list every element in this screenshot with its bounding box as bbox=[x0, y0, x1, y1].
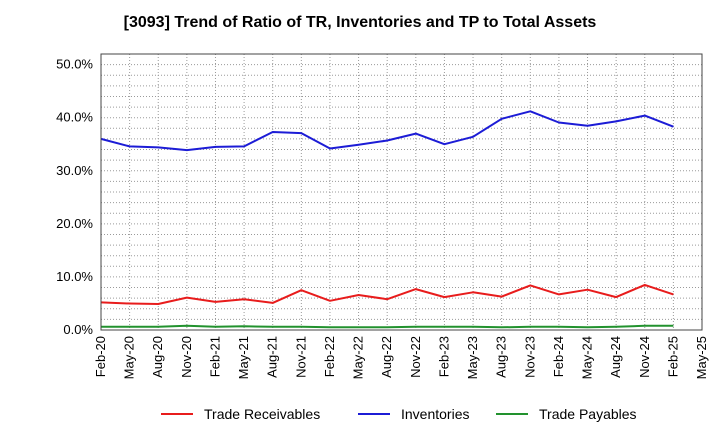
legend-label: Trade Receivables bbox=[204, 406, 320, 422]
x-tick-label: May-20 bbox=[122, 336, 137, 379]
x-tick-label: Feb-23 bbox=[436, 336, 451, 377]
x-tick-label: May-25 bbox=[694, 336, 709, 379]
x-tick-label: Feb-25 bbox=[665, 336, 680, 377]
x-tick-label: May-23 bbox=[465, 336, 480, 379]
y-tick-label: 0.0% bbox=[63, 322, 93, 337]
x-tick-label: Feb-22 bbox=[322, 336, 337, 377]
x-tick-label: Feb-20 bbox=[93, 336, 108, 377]
plot-frame bbox=[100, 53, 703, 331]
x-tick-label: Aug-23 bbox=[494, 336, 509, 378]
x-tick-label: Nov-21 bbox=[293, 336, 308, 378]
legend-label: Inventories bbox=[401, 406, 469, 422]
x-tick-label: May-24 bbox=[580, 336, 595, 379]
x-tick-label: May-22 bbox=[351, 336, 366, 379]
y-tick-label: 30.0% bbox=[56, 163, 93, 178]
x-tick-label: Aug-24 bbox=[608, 336, 623, 378]
series-line-inventories bbox=[100, 110, 674, 152]
x-tick-label: Aug-22 bbox=[379, 336, 394, 378]
x-tick-label: Feb-24 bbox=[551, 336, 566, 377]
x-tick-label: Aug-21 bbox=[265, 336, 280, 378]
x-tick-label: Feb-21 bbox=[207, 336, 222, 377]
y-tick-label: 50.0% bbox=[56, 57, 93, 72]
y-tick-label: 40.0% bbox=[56, 110, 93, 125]
x-tick-label: Nov-24 bbox=[637, 336, 652, 378]
series-line-trade-payables bbox=[101, 324, 674, 329]
legend-label: Trade Payables bbox=[539, 406, 637, 422]
axis-layer: 0.0% 10.0% 20.0% 30.0% 40.0% 50.0% Feb-20 May-2… bbox=[56, 53, 709, 379]
x-tick-label: Aug-20 bbox=[150, 336, 165, 378]
y-tick-label: 10.0% bbox=[56, 269, 93, 284]
series-line-trade-receivables bbox=[100, 283, 674, 305]
x-tick-label: Nov-22 bbox=[408, 336, 423, 378]
series-layer bbox=[100, 110, 674, 329]
legend: Trade Receivables Inventories Trade Payabl… bbox=[161, 406, 637, 422]
x-tick-label: Nov-23 bbox=[522, 336, 537, 378]
chart-title: [3093] Trend of Ratio of TR, Inventories… bbox=[123, 14, 597, 31]
grid-layer bbox=[100, 53, 703, 330]
x-tick-label: May-21 bbox=[236, 336, 251, 379]
y-tick-label: 20.0% bbox=[56, 216, 93, 231]
x-tick-label: Nov-20 bbox=[179, 336, 194, 378]
